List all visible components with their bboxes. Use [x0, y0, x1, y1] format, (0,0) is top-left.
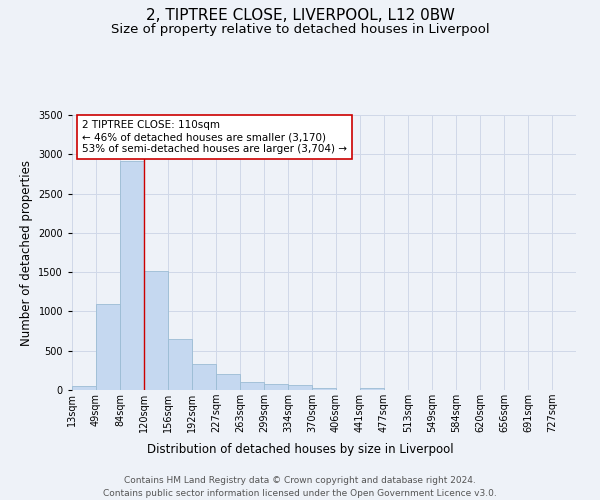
Bar	[216, 374, 240, 390]
Bar	[120, 160, 144, 390]
Bar	[288, 386, 312, 390]
Bar	[144, 272, 168, 390]
Bar	[168, 339, 192, 390]
Bar	[72, 386, 96, 390]
Text: 2 TIPTREE CLOSE: 110sqm
← 46% of detached houses are smaller (3,170)
53% of semi: 2 TIPTREE CLOSE: 110sqm ← 46% of detache…	[82, 120, 347, 154]
Text: Contains HM Land Registry data © Crown copyright and database right 2024.: Contains HM Land Registry data © Crown c…	[124, 476, 476, 485]
Text: Contains public sector information licensed under the Open Government Licence v3: Contains public sector information licen…	[103, 488, 497, 498]
Bar	[360, 388, 384, 390]
Text: Size of property relative to detached houses in Liverpool: Size of property relative to detached ho…	[110, 22, 490, 36]
Bar	[192, 364, 216, 390]
Y-axis label: Number of detached properties: Number of detached properties	[20, 160, 32, 346]
Text: Distribution of detached houses by size in Liverpool: Distribution of detached houses by size …	[146, 442, 454, 456]
Bar	[240, 382, 264, 390]
Bar	[312, 388, 336, 390]
Bar	[264, 384, 288, 390]
Text: 2, TIPTREE CLOSE, LIVERPOOL, L12 0BW: 2, TIPTREE CLOSE, LIVERPOOL, L12 0BW	[146, 8, 454, 22]
Bar	[96, 304, 120, 390]
